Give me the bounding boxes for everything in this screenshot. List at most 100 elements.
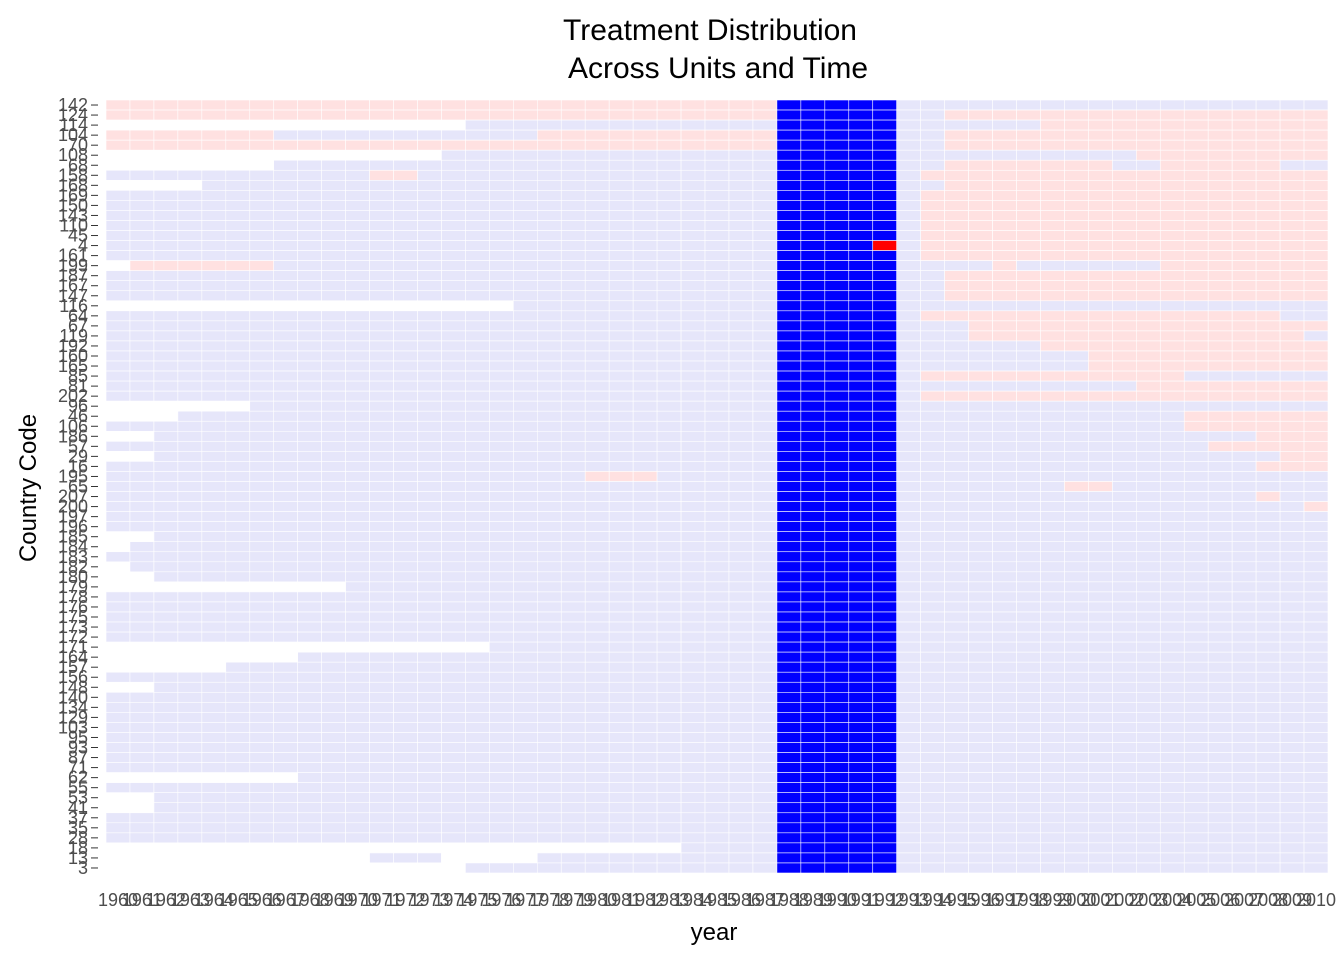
heatmap-cell xyxy=(177,782,203,793)
heatmap-cell xyxy=(465,651,490,663)
heatmap-cell xyxy=(896,290,921,302)
heatmap-cell xyxy=(728,370,754,382)
heatmap-cell xyxy=(273,581,298,593)
heatmap-cell xyxy=(465,109,490,121)
heatmap-cell xyxy=(536,260,562,271)
heatmap-cell xyxy=(297,451,322,462)
heatmap-cell xyxy=(1040,862,1065,874)
heatmap-cell xyxy=(297,762,322,773)
heatmap-cell xyxy=(1136,832,1161,844)
heatmap-cell xyxy=(632,410,658,422)
heatmap-cell xyxy=(680,260,706,271)
heatmap-cell xyxy=(680,591,706,603)
heatmap-cell xyxy=(608,651,634,663)
heatmap-cell xyxy=(896,109,921,121)
heatmap-cell xyxy=(1255,531,1281,543)
heatmap-cell xyxy=(513,109,538,121)
heatmap-cell xyxy=(944,290,969,302)
heatmap-cell xyxy=(153,430,179,442)
heatmap-cell xyxy=(632,591,658,603)
heatmap-cell xyxy=(1207,220,1233,231)
heatmap-cell xyxy=(728,390,754,402)
heatmap-cell xyxy=(1040,169,1065,181)
heatmap-cell xyxy=(369,380,394,392)
heatmap-cell xyxy=(1064,390,1089,402)
heatmap-cell xyxy=(1159,782,1185,793)
heatmap-cell xyxy=(1040,230,1065,241)
heatmap-cell xyxy=(896,591,921,603)
heatmap-cell xyxy=(465,782,490,793)
heatmap-cell xyxy=(1064,531,1089,543)
heatmap-cell xyxy=(153,250,179,261)
heatmap-cell xyxy=(824,541,850,553)
heatmap-cell xyxy=(465,531,490,543)
heatmap-cell xyxy=(584,681,610,693)
heatmap-cell xyxy=(944,491,969,502)
heatmap-cell xyxy=(656,641,682,653)
heatmap-cell xyxy=(297,300,322,312)
heatmap-cell xyxy=(345,601,370,613)
heatmap-cell xyxy=(369,581,394,593)
heatmap-cell xyxy=(417,99,442,111)
heatmap-cell xyxy=(177,390,203,402)
heatmap-cell xyxy=(1255,420,1281,432)
heatmap-cell xyxy=(752,220,778,231)
heatmap-cell xyxy=(872,370,898,382)
y-tick-label: 172 xyxy=(58,627,88,647)
heatmap-cell xyxy=(369,169,394,181)
heatmap-cell xyxy=(225,190,251,201)
heatmap-cell xyxy=(680,139,706,151)
heatmap-cell xyxy=(129,390,155,402)
heatmap-cell xyxy=(824,862,850,874)
heatmap-cell xyxy=(225,380,251,392)
heatmap-cell xyxy=(489,852,514,864)
heatmap-cell xyxy=(1255,501,1281,512)
heatmap-cell xyxy=(1016,852,1041,864)
heatmap-cell xyxy=(1183,390,1209,402)
heatmap-cell xyxy=(273,461,298,472)
heatmap-cell xyxy=(153,561,179,573)
heatmap-cell xyxy=(560,792,586,804)
heatmap-cell xyxy=(1207,862,1233,874)
heatmap-cell xyxy=(776,842,802,854)
heatmap-cell xyxy=(968,149,993,161)
heatmap-cell xyxy=(800,782,826,793)
heatmap-cell xyxy=(560,190,586,201)
heatmap-cell xyxy=(896,852,921,864)
heatmap-cell xyxy=(920,581,945,593)
heatmap-cell xyxy=(417,200,442,211)
heatmap-cell xyxy=(249,862,275,874)
heatmap-cell xyxy=(1016,782,1041,793)
heatmap-cell xyxy=(345,139,370,151)
heatmap-cell xyxy=(1255,410,1281,422)
heatmap-cell xyxy=(297,260,322,271)
heatmap-cell xyxy=(153,330,179,342)
heatmap-cell xyxy=(297,752,322,763)
heatmap-cell xyxy=(513,451,538,462)
heatmap-cell xyxy=(536,862,562,874)
heatmap-cell xyxy=(872,631,898,643)
heatmap-cell xyxy=(393,481,418,492)
heatmap-cell xyxy=(273,340,298,352)
heatmap-cell xyxy=(1064,611,1089,623)
heatmap-cell xyxy=(728,591,754,603)
heatmap-cell xyxy=(1183,752,1209,763)
heatmap-cell xyxy=(345,712,370,723)
heatmap-cell xyxy=(177,230,203,241)
heatmap-cell xyxy=(1207,712,1233,723)
heatmap-cell xyxy=(1303,832,1329,844)
heatmap-cell xyxy=(992,129,1017,141)
heatmap-cell xyxy=(968,852,993,864)
heatmap-cell xyxy=(752,671,778,683)
heatmap-cell xyxy=(992,330,1017,342)
heatmap-cell xyxy=(177,732,203,743)
heatmap-cell xyxy=(1064,260,1089,271)
heatmap-cell xyxy=(800,129,826,141)
heatmap-cell xyxy=(225,159,251,171)
heatmap-cell xyxy=(273,350,298,362)
heatmap-cell xyxy=(297,782,322,793)
heatmap-cell xyxy=(417,631,442,643)
heatmap-cell xyxy=(848,541,874,553)
heatmap-cell xyxy=(297,320,322,332)
heatmap-cell xyxy=(1088,360,1113,372)
